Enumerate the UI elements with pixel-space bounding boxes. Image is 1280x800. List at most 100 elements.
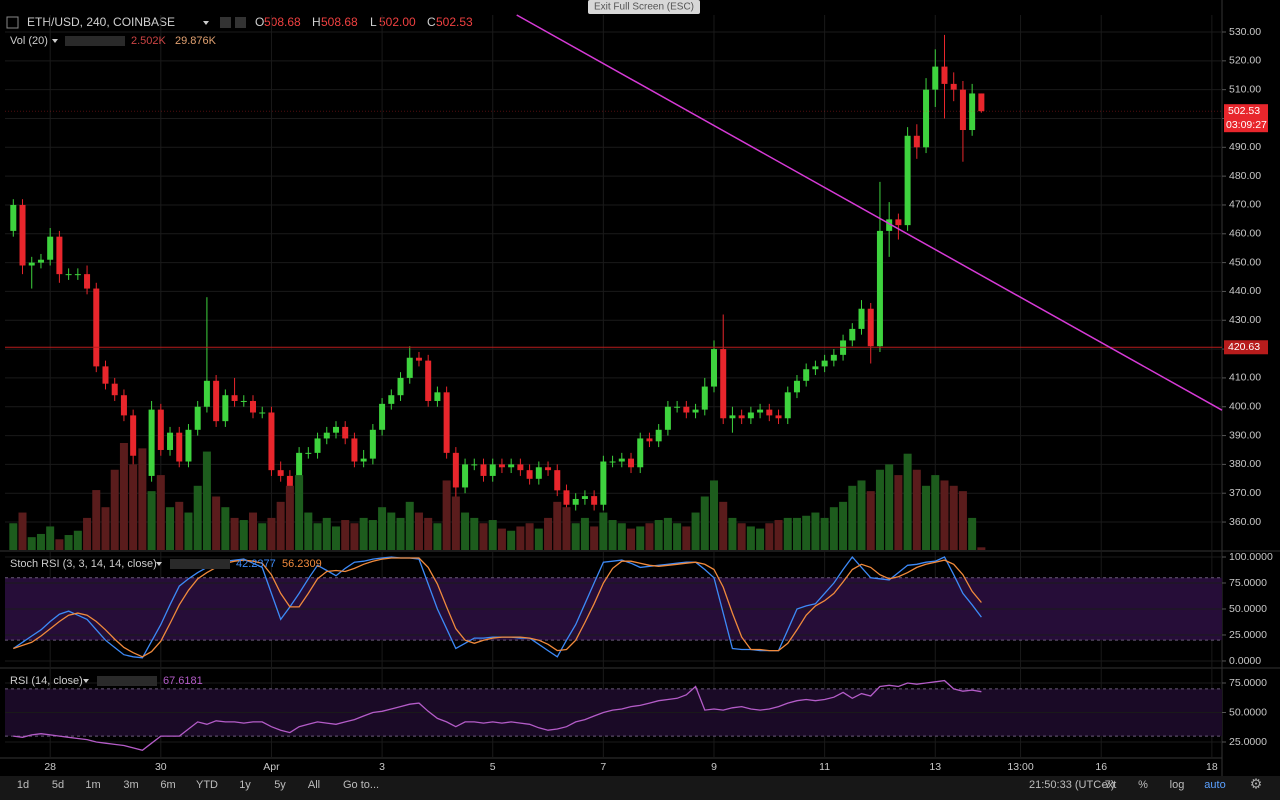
volume-bar — [368, 520, 377, 550]
indicator-title[interactable]: Stoch RSI (3, 3, 14, 14, close) — [10, 558, 157, 570]
indicator-icons[interactable] — [97, 676, 157, 686]
indicator-title[interactable]: Vol (20) — [10, 35, 48, 47]
y-tick-label: 25.0000 — [1229, 629, 1267, 641]
range-button[interactable]: 5y — [274, 779, 286, 791]
dropdown-arrow[interactable] — [156, 562, 162, 566]
candle-body — [65, 274, 72, 276]
dropdown-arrow[interactable] — [83, 679, 89, 683]
volume-bar — [119, 443, 128, 550]
option-button[interactable]: auto — [1204, 779, 1225, 791]
volume-bar — [27, 537, 36, 550]
candle-body — [19, 204, 26, 266]
indicator-icons[interactable] — [65, 36, 125, 46]
candle-body — [959, 89, 966, 131]
candle-body — [369, 429, 376, 459]
ohlc-key: C — [427, 15, 436, 29]
candle-body — [655, 429, 662, 442]
candle-body — [28, 262, 35, 266]
candle-body — [692, 409, 699, 413]
volume-bar — [405, 501, 414, 550]
indicator-icons[interactable] — [170, 559, 230, 569]
volume-bar — [83, 517, 92, 550]
candle-body — [434, 392, 441, 401]
candle-body — [56, 236, 63, 275]
volume-bar — [92, 490, 101, 550]
legend-value: 67.6181 — [163, 675, 203, 687]
symbol[interactable]: ETH/USD, 240, COINBASE — [27, 15, 175, 29]
option-button[interactable]: % — [1138, 779, 1148, 791]
y-tick-label: 400.00 — [1229, 401, 1261, 413]
volume-bar — [516, 526, 525, 550]
candle-body — [406, 357, 413, 378]
volume-bar — [949, 485, 958, 550]
gear-icon[interactable]: ⚙ — [1250, 776, 1263, 792]
candle-body — [969, 93, 976, 131]
range-button[interactable]: 6m — [160, 779, 175, 791]
range-button[interactable]: All — [308, 779, 320, 791]
candle-body — [867, 308, 874, 347]
y-tick-label: 0.0000 — [1229, 655, 1261, 667]
candle-body — [176, 432, 183, 462]
last-price-box — [1224, 104, 1268, 133]
volume-bar — [719, 501, 728, 550]
candle-body — [858, 308, 865, 329]
volume-bar — [839, 501, 848, 550]
indicator-title[interactable]: RSI (14, close) — [10, 675, 83, 687]
volume-bar — [193, 485, 202, 550]
volume-bar — [470, 517, 479, 550]
x-tick-label: 11 — [819, 761, 830, 773]
exit-label[interactable]: Exit Full Screen (ESC) — [594, 2, 694, 13]
volume-bar — [488, 520, 497, 550]
range-button[interactable]: 1y — [239, 779, 251, 791]
volume-bar — [507, 530, 516, 550]
exit-fullscreen[interactable]: Exit Full Screen (ESC) — [588, 0, 700, 14]
volume-bar — [792, 517, 801, 550]
volume-bar — [378, 507, 387, 550]
volume-bar — [202, 451, 211, 550]
exit-button[interactable] — [588, 0, 700, 14]
volume-bar — [802, 515, 811, 550]
candle-body — [674, 406, 681, 408]
candle-body — [185, 429, 192, 462]
y-tick-label: 50.0000 — [1229, 706, 1267, 718]
volume-bar — [221, 507, 230, 550]
x-tick-label: Apr — [263, 761, 280, 773]
candle-body — [591, 496, 598, 505]
y-tick-label: 360.00 — [1229, 516, 1261, 528]
candle-body — [710, 349, 717, 387]
x-tick-label: 16 — [1095, 761, 1107, 773]
volume-bar — [341, 520, 350, 550]
candle-body — [342, 426, 349, 439]
option-button[interactable]: ext — [1102, 779, 1117, 791]
range-button[interactable]: YTD — [196, 779, 218, 791]
candle-body — [305, 452, 312, 454]
settings-icon[interactable] — [235, 17, 246, 28]
collapse-icon[interactable] — [6, 16, 19, 29]
candle-body — [581, 496, 588, 499]
range-button[interactable]: 5d — [52, 779, 64, 791]
candle-body — [628, 458, 635, 468]
dropdown-arrow[interactable] — [203, 21, 209, 25]
range-button[interactable]: 1d — [17, 779, 29, 791]
option-button[interactable]: log — [1170, 779, 1185, 791]
volume-bar — [958, 491, 967, 550]
volume-bar — [55, 539, 64, 550]
indicator-line — [13, 679, 982, 752]
volume-bar — [295, 475, 304, 550]
candle-body — [194, 406, 201, 430]
volume-bar — [875, 469, 884, 550]
candle-body — [563, 490, 570, 505]
goto-button[interactable]: Go to... — [343, 779, 379, 791]
candle-body — [526, 470, 533, 479]
candle-body — [803, 369, 810, 381]
volume-bar — [304, 512, 313, 550]
eye-icon[interactable] — [220, 17, 231, 28]
volume-bar — [571, 523, 580, 550]
candle-body — [93, 288, 100, 367]
volume-bar — [829, 507, 838, 550]
range-button[interactable]: 3m — [123, 779, 138, 791]
price-level-label: 420.63 — [1228, 341, 1260, 353]
dropdown-arrow[interactable] — [52, 39, 58, 43]
range-button[interactable]: 1m — [85, 779, 100, 791]
candle-body — [480, 464, 487, 476]
